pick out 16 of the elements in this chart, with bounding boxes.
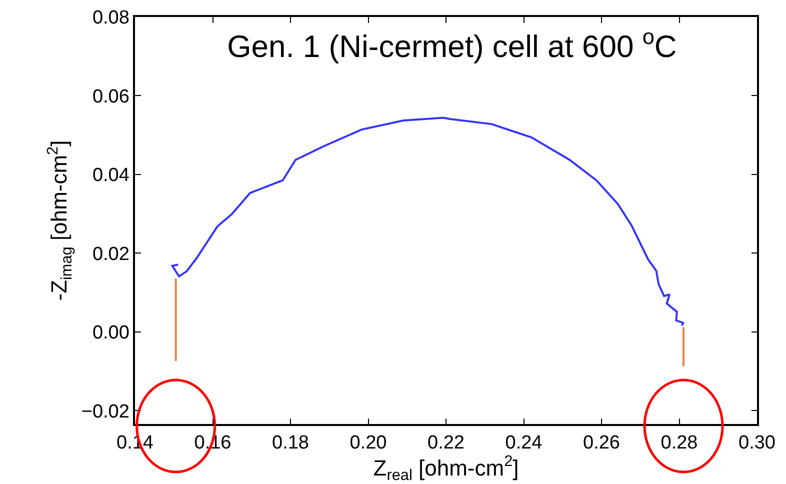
y-tick-label: 0.00: [92, 322, 130, 344]
y-tick-label: −0.02: [81, 401, 130, 422]
line-series: [171, 116, 684, 327]
x-tick-label: 0.28: [660, 432, 698, 454]
x-tick-label: 0.30: [738, 432, 776, 454]
y-tick-label: 0.08: [92, 8, 130, 29]
chart-title: Gen. 1 (Ni-cermet) cell at 600 $^{o}$C: [227, 24, 677, 64]
x-axis-title: Z$_{real}$ [ohm-cm$^{2}$]: [373, 453, 519, 484]
y-tick-label: 0.04: [92, 165, 130, 186]
x-tick-label: 0.22: [428, 432, 464, 454]
x-tick-label: 0.24: [505, 432, 543, 454]
x-tick-label: 0.18: [272, 432, 309, 454]
x-tick-label: 0.20: [350, 432, 387, 454]
x-tick-label: 0.26: [583, 432, 620, 454]
y-tick-label: 0.06: [92, 86, 130, 108]
y-tick-label: 0.02: [92, 244, 130, 265]
